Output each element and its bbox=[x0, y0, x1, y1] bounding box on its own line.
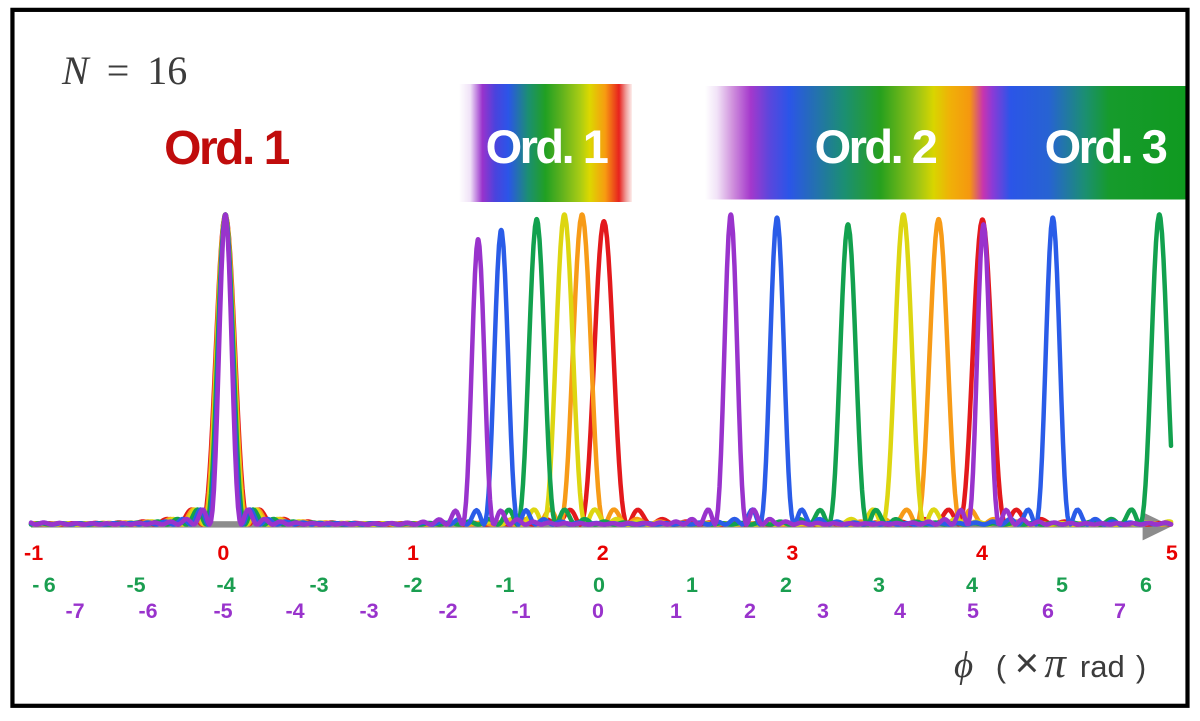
svg-text:4: 4 bbox=[966, 573, 978, 597]
svg-text:6: 6 bbox=[1140, 573, 1152, 597]
svg-text:5: 5 bbox=[967, 599, 979, 623]
svg-text:-2: -2 bbox=[403, 573, 422, 597]
svg-text:-2: -2 bbox=[438, 599, 457, 623]
svg-text:Ord. 1: Ord. 1 bbox=[164, 122, 290, 175]
svg-text:-1: -1 bbox=[495, 573, 514, 597]
svg-text:-1: -1 bbox=[511, 599, 530, 623]
svg-text:2: 2 bbox=[780, 573, 792, 597]
svg-text:1: 1 bbox=[407, 541, 419, 565]
svg-text:6: 6 bbox=[1042, 599, 1054, 623]
svg-text:1: 1 bbox=[686, 573, 698, 597]
svg-text:5: 5 bbox=[1056, 573, 1068, 597]
svg-text:3: 3 bbox=[817, 599, 829, 623]
svg-text:3: 3 bbox=[786, 541, 798, 565]
svg-text:4: 4 bbox=[976, 541, 988, 565]
svg-text:2: 2 bbox=[744, 599, 756, 623]
svg-text:0: 0 bbox=[593, 573, 605, 597]
svg-text:5: 5 bbox=[1166, 541, 1178, 565]
svg-text:Ord. 3: Ord. 3 bbox=[1045, 120, 1167, 173]
svg-text:-7: -7 bbox=[65, 599, 84, 623]
svg-text:-5: -5 bbox=[213, 599, 232, 623]
svg-text:-1: -1 bbox=[24, 541, 43, 565]
svg-text:-6: -6 bbox=[138, 599, 157, 623]
svg-text:Ord. 1: Ord. 1 bbox=[486, 120, 608, 173]
svg-text:0: 0 bbox=[217, 541, 229, 565]
svg-text:2: 2 bbox=[597, 541, 609, 565]
svg-text:-4: -4 bbox=[285, 599, 304, 623]
svg-text:1: 1 bbox=[670, 599, 682, 623]
svg-text:- 6: - 6 bbox=[32, 573, 55, 597]
svg-text:ϕ ( × π rad ): ϕ ( × π rad ) bbox=[954, 639, 1146, 687]
svg-text:3: 3 bbox=[873, 573, 885, 597]
svg-text:7: 7 bbox=[1114, 599, 1126, 623]
svg-text:-3: -3 bbox=[359, 599, 378, 623]
svg-text:-3: -3 bbox=[309, 573, 328, 597]
svg-text:-4: -4 bbox=[216, 573, 235, 597]
svg-text:N = 16: N = 16 bbox=[61, 48, 187, 93]
svg-text:4: 4 bbox=[894, 599, 906, 623]
svg-text:Ord. 2: Ord. 2 bbox=[815, 120, 937, 173]
svg-text:0: 0 bbox=[592, 599, 604, 623]
svg-text:-5: -5 bbox=[126, 573, 145, 597]
